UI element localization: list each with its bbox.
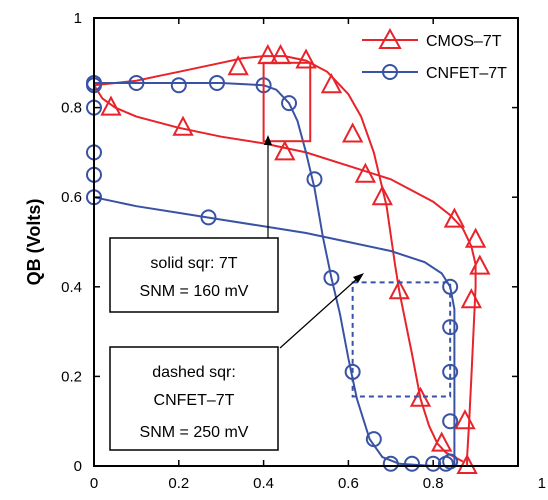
series-1-curve-1	[93, 83, 456, 466]
series-1-curve-0-point-11	[404, 455, 420, 472]
dashed-snm-square	[351, 281, 452, 398]
series-1-curve-1-point-10	[442, 453, 459, 470]
series-0-curve-0-point-0	[227, 55, 249, 76]
series-0-curve-0-point-3	[295, 48, 317, 69]
series-0-curve-0	[93, 55, 464, 463]
series-1-curve-1-point-5	[200, 209, 217, 226]
y-tick-label-3: 0.6	[61, 189, 82, 206]
legend-label-cnfet: CNFET–7T	[426, 65, 507, 82]
y-tick-label-1: 0.2	[61, 368, 82, 385]
series-0-curve-0-point-5	[341, 122, 364, 143]
series-0-curve-0-point-7	[388, 279, 410, 300]
axis-ticks: 0 0.2 0.4 0.6 0.8 1 0 0.2 0.4 0.6 0.8 1	[61, 10, 546, 492]
series-0-curve-0-point-2	[269, 43, 292, 65]
series-0-curve-1	[93, 84, 477, 466]
series-0-curve-1-point-4	[443, 207, 466, 228]
series-1-curve-0	[94, 82, 455, 467]
annotation-dashed-arrow	[279, 277, 359, 349]
series-1-curve-0-point-3	[208, 74, 225, 91]
y-tick-label-0: 0	[74, 458, 82, 475]
legend-marker-cnfet	[382, 64, 398, 80]
series-1-curve-0-point-2	[170, 77, 187, 94]
series-1-curve-0-point-12	[425, 455, 442, 472]
series-0-curve-0-point-4	[320, 73, 343, 94]
series-0-curve-1-point-3	[354, 162, 377, 183]
series-0-curve-1-point-9	[456, 453, 478, 474]
series-0-curve-0-point-1	[257, 43, 279, 65]
legend-label-cmos: CMOS–7T	[426, 33, 502, 50]
y-axis-label: QB (Volts)	[24, 199, 44, 286]
series-1-curve-0-point-6	[306, 171, 323, 188]
annotation-box-solid	[109, 237, 279, 313]
series-0-curve-1-point-7	[460, 288, 483, 309]
series-1-curve-0-point-1	[128, 74, 145, 91]
x-tick-label-3: 0.6	[338, 475, 359, 492]
annotation-dashed-line-1: dashed sqr:	[152, 364, 236, 381]
annotation-solid-line-2: SNM = 160 mV	[140, 283, 249, 300]
series-1-curve-0-point-5	[281, 95, 298, 112]
series-0-curve-1-point-2	[274, 140, 296, 161]
plot-curves	[93, 55, 477, 467]
series-0-curve-1-point-6	[469, 254, 491, 275]
y-tick-label-5: 1	[74, 10, 82, 27]
x-tick-label-5: 1	[538, 475, 546, 492]
annotation-dashed-line-3: SNM = 250 mV	[140, 424, 249, 441]
plot-frame	[93, 17, 519, 467]
annotation-dashed-arrowhead	[353, 273, 364, 283]
x-tick-label-4: 0.8	[423, 475, 444, 492]
series-0-curve-1-point-0	[100, 95, 122, 116]
annotation-solid-arrowhead	[264, 135, 272, 145]
series-0-curve-1-point-8	[454, 409, 476, 430]
series-1-curve-0-point-7	[323, 269, 340, 286]
series-0-curve-0-point-6	[371, 185, 393, 206]
series-0-curve-0-point-9	[431, 431, 453, 452]
annotation-dashed-line-2: CNFET–7T	[154, 392, 235, 409]
series-1-curve-0-point-10	[382, 455, 399, 472]
series-1-curve-0-point-9	[365, 431, 382, 448]
solid-snm-square	[262, 61, 312, 143]
y-tick-label-4: 0.8	[61, 100, 82, 117]
series-1-curve-1-point-9	[442, 413, 459, 430]
annotation-box-dashed	[109, 346, 279, 451]
plot-markers	[86, 43, 491, 474]
y-tick-label-2: 0.4	[61, 279, 82, 296]
annotation-solid-line-1: solid sqr: 7T	[150, 255, 237, 272]
x-tick-label-2: 0.4	[253, 475, 274, 492]
legend-marker-cmos	[378, 27, 402, 49]
x-tick-label-0: 0	[90, 475, 98, 492]
x-tick-label-1: 0.2	[168, 475, 189, 492]
series-0-curve-1-point-5	[464, 227, 487, 248]
legend: CMOS–7T CNFET–7T	[362, 27, 507, 82]
series-0-curve-1-point-1	[172, 115, 194, 136]
